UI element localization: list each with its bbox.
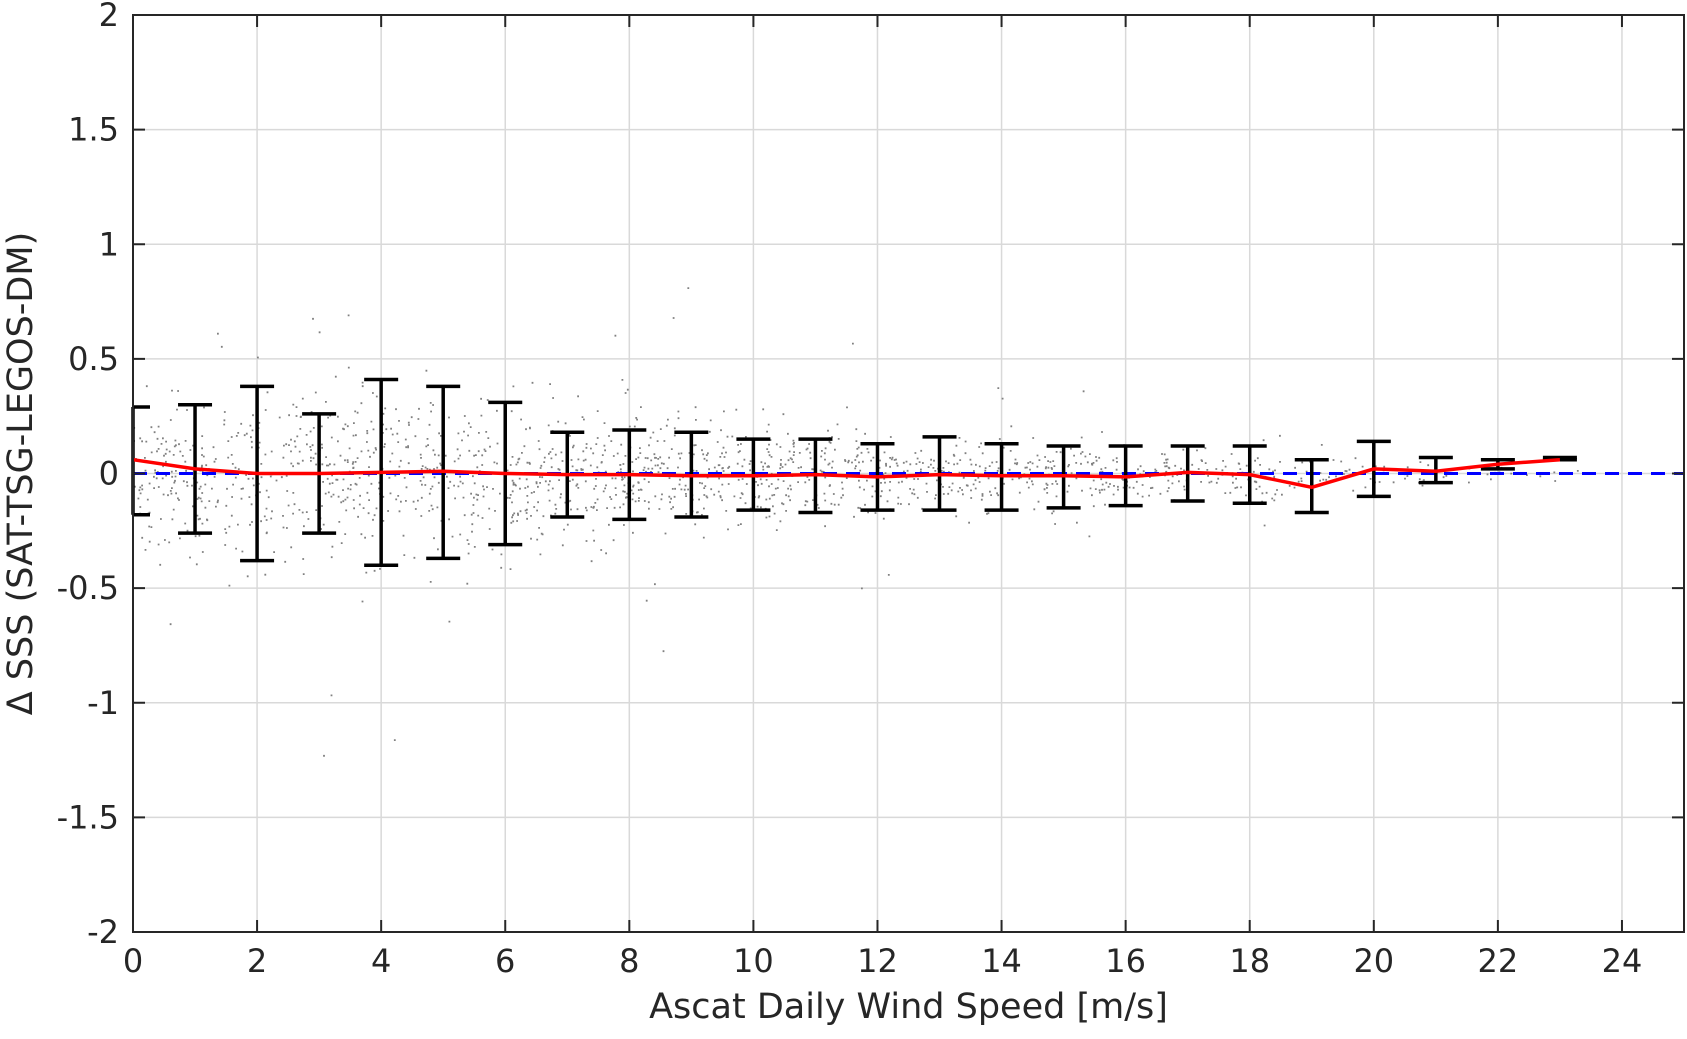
x-tick-label: 4 (371, 942, 391, 980)
y-tick-label: 0 (99, 455, 119, 493)
axis-ticks: 0 2 4 6 8 10 12 14 16 18 20 22 24-2-1.5-1-0.500.511.… (57, 0, 1684, 980)
y-axis-label: Δ SSS (SAT-TSG-LEGOS-DM) (1, 232, 41, 715)
y-tick-label: 0.5 (68, 340, 119, 378)
y-tick-label: -1 (87, 684, 119, 722)
x-axis-label: Ascat Daily Wind Speed [m/s] (649, 987, 1168, 1027)
y-tick-label: 2 (99, 0, 119, 34)
mean-line (132, 457, 1561, 490)
y-tick-label: -0.5 (57, 569, 119, 607)
x-tick-label: 10 (733, 942, 774, 980)
x-tick-label: 24 (1602, 942, 1643, 980)
x-tick-label: 20 (1353, 942, 1394, 980)
x-tick-label: 2 (247, 942, 267, 980)
x-tick-label: 8 (619, 942, 639, 980)
y-tick-label: -1.5 (57, 798, 119, 836)
scatter-point (133, 287, 1579, 757)
x-tick-label: 12 (857, 942, 898, 980)
y-tick-label: -2 (87, 913, 119, 951)
x-tick-label: 22 (1478, 942, 1519, 980)
y-tick-label: 1.5 (68, 111, 119, 149)
x-tick-label: 14 (981, 942, 1022, 980)
x-tick-label: 0 (123, 942, 143, 980)
scatter-points (133, 287, 1579, 757)
x-tick-label: 6 (495, 942, 515, 980)
y-tick-label: 1 (99, 225, 119, 263)
x-tick-label: 18 (1229, 942, 1270, 980)
x-tick-label: 16 (1105, 942, 1146, 980)
